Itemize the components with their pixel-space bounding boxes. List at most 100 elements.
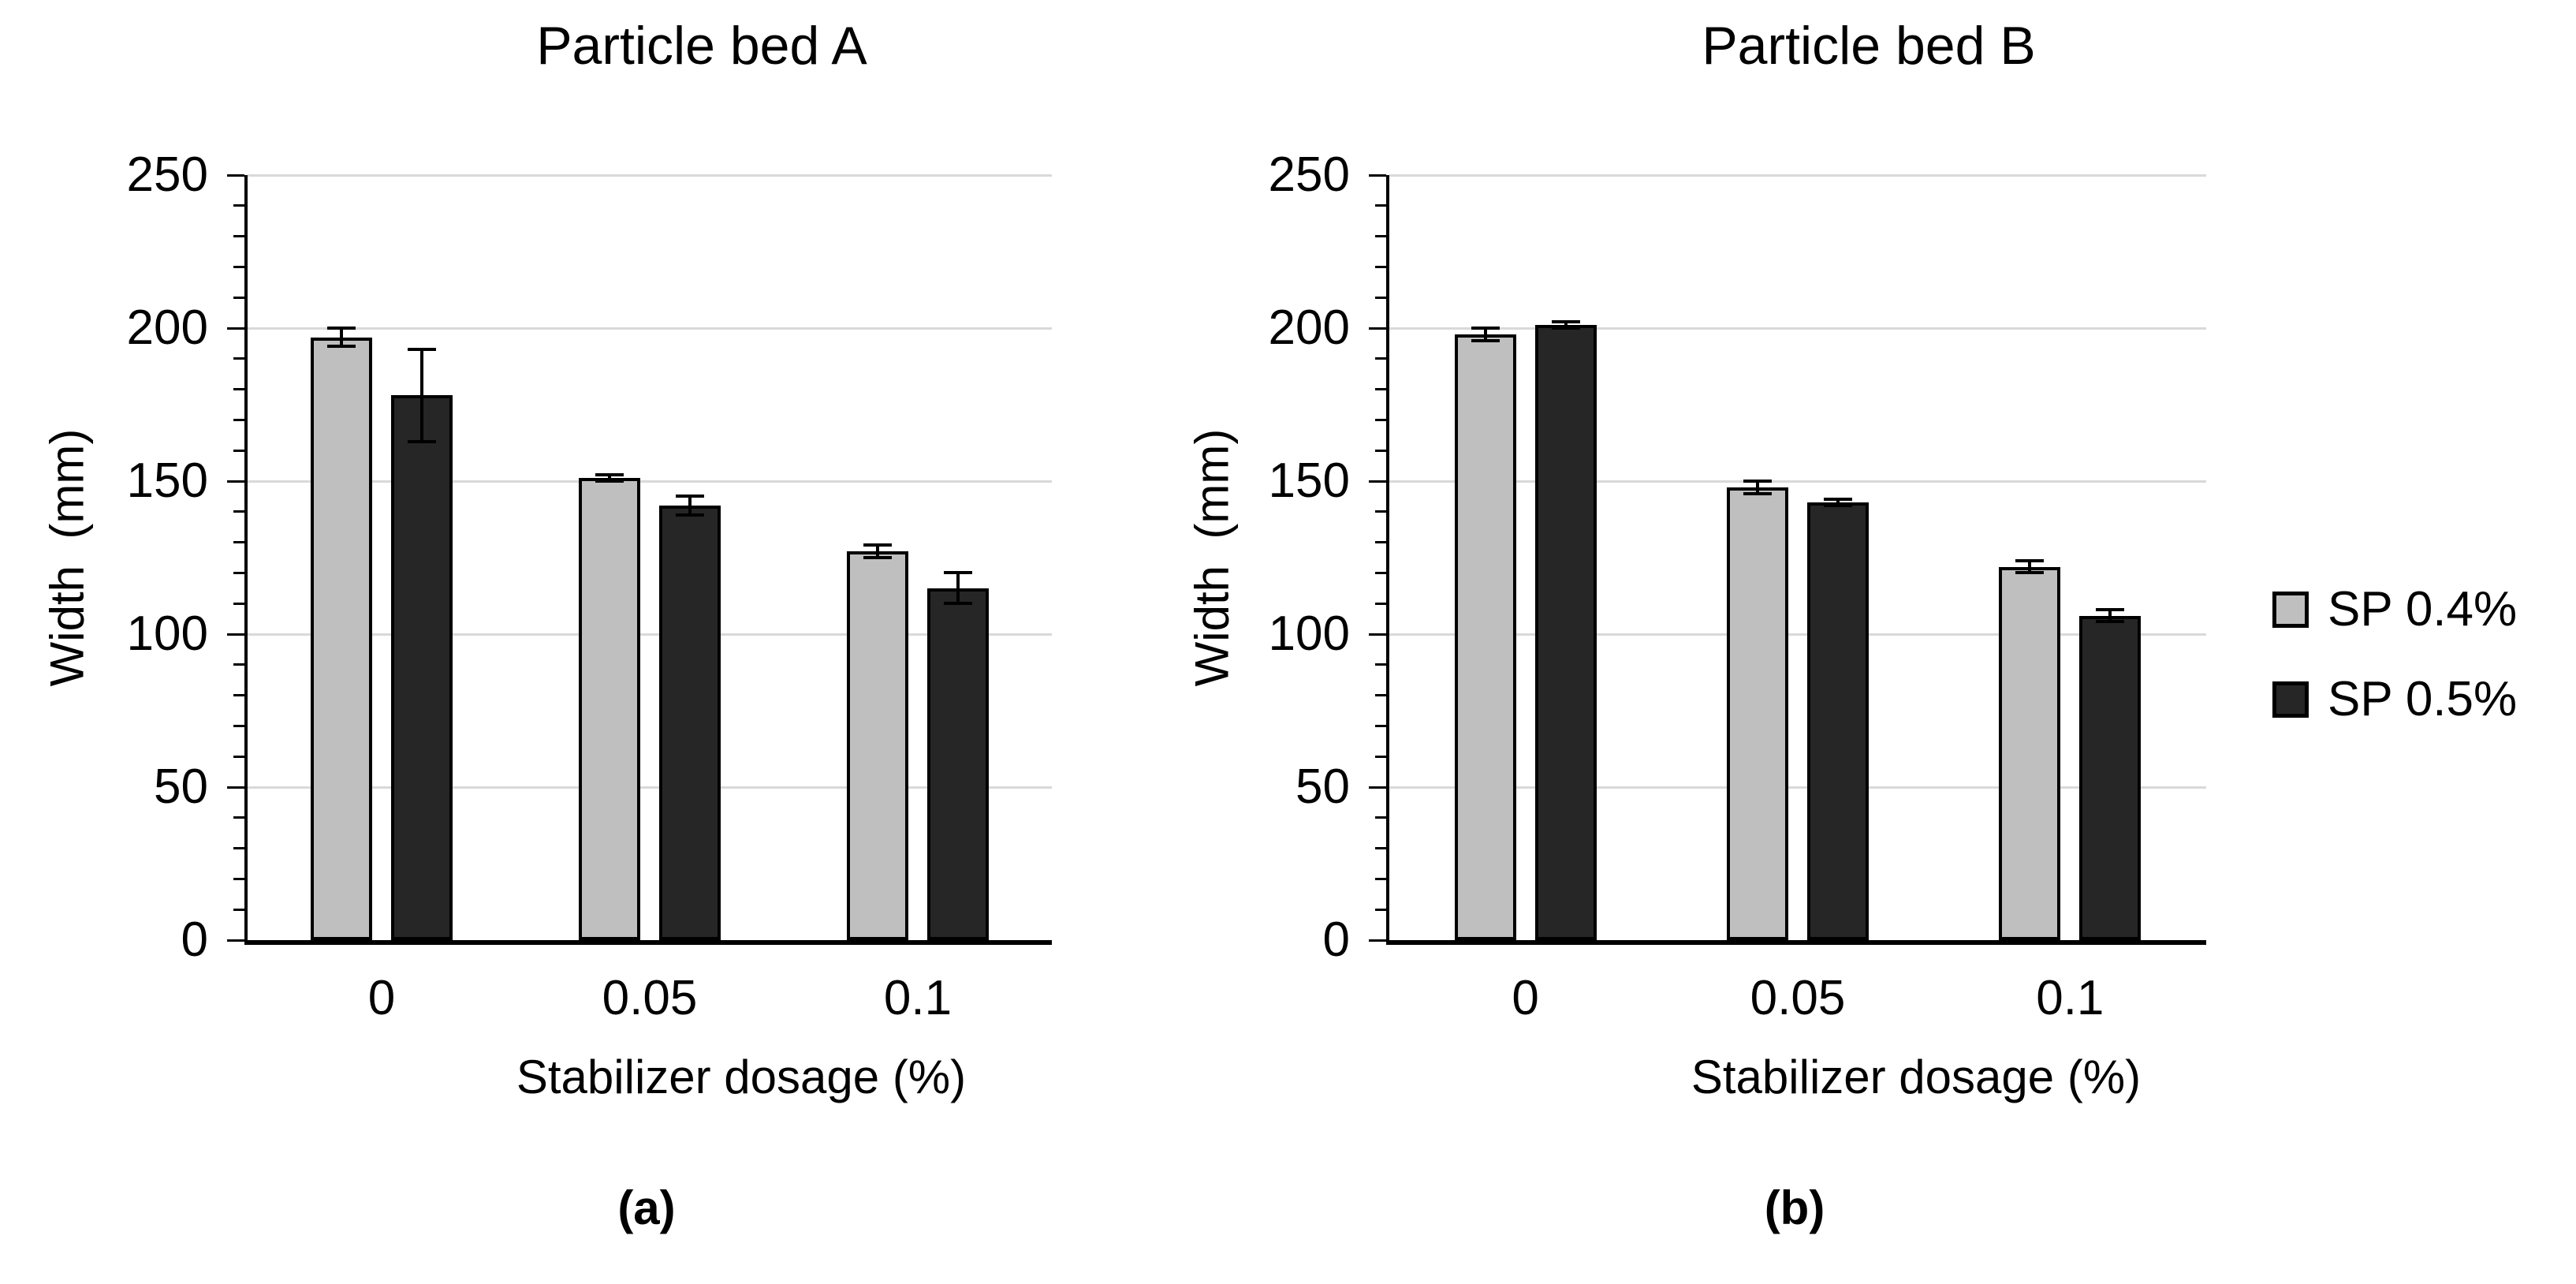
legend-label-sp-0-5: SP 0.5% <box>2328 672 2518 726</box>
chart-b-plot-area: 0 50 100 150 200 250 0 0.05 0.1 <box>1269 148 2206 1025</box>
bar <box>847 551 908 940</box>
error-bar-cap <box>863 556 892 559</box>
y-tick <box>233 663 244 666</box>
y-tick <box>1369 939 1386 942</box>
y-tick <box>1369 174 1386 177</box>
gridline <box>248 174 1052 177</box>
y-tick-label: 0 <box>181 913 208 967</box>
error-bar-cap <box>1743 480 1772 483</box>
y-tick-label: 200 <box>126 300 208 355</box>
gridline <box>1389 633 2206 636</box>
bar <box>2079 615 2142 940</box>
bar <box>1454 334 1516 940</box>
bar <box>1727 487 1788 940</box>
gridline <box>1389 327 2206 330</box>
y-tick <box>233 449 244 452</box>
y-tick <box>233 908 244 911</box>
y-tick <box>233 204 244 207</box>
chart-a-title: Particle bed A <box>536 16 867 76</box>
error-bar <box>340 328 343 347</box>
bar <box>311 337 372 940</box>
error-bar-cap <box>863 543 892 547</box>
y-tick <box>233 357 244 360</box>
error-bar-cap <box>1551 327 1580 330</box>
y-tick <box>233 571 244 574</box>
error-bar <box>608 475 611 481</box>
y-tick <box>233 265 244 268</box>
x-tick-label: 0 <box>367 971 396 1025</box>
y-tick <box>233 816 244 819</box>
y-tick <box>233 541 244 544</box>
y-tick <box>1375 571 1386 574</box>
y-tick <box>1375 541 1386 544</box>
y-tick <box>1375 847 1386 850</box>
error-bar-cap <box>1551 320 1580 324</box>
y-tick <box>1375 449 1386 452</box>
y-tick <box>1369 480 1386 483</box>
error-bar-cap <box>1743 491 1772 495</box>
bar <box>927 588 989 940</box>
y-tick-label: 250 <box>1268 147 1350 202</box>
gridline <box>248 480 1052 483</box>
legend-swatch-sp-0-4-icon <box>2272 592 2309 628</box>
y-tick <box>1375 418 1386 421</box>
gridline <box>248 633 1052 636</box>
y-tick-label: 0 <box>1322 913 1350 967</box>
x-tick-label: 0.05 <box>602 971 698 1025</box>
y-tick <box>1375 602 1386 605</box>
x-tick-label: 0.1 <box>883 971 952 1025</box>
bar <box>659 506 721 940</box>
y-tick <box>233 877 244 880</box>
error-bar-cap <box>2096 620 2125 624</box>
y-tick <box>233 296 244 299</box>
x-tick-label: 0 <box>1512 971 1539 1025</box>
error-bar <box>420 349 423 442</box>
x-tick-label: 0.1 <box>2036 971 2104 1025</box>
error-bar-cap <box>944 571 972 575</box>
chart-b-x-axis-label: Stabilizer dosage (%) <box>1691 1051 2142 1103</box>
y-tick <box>233 510 244 513</box>
y-tick-label: 150 <box>126 454 208 508</box>
bar <box>579 478 640 940</box>
error-bar <box>1564 322 1568 328</box>
y-tick <box>233 847 244 850</box>
error-bar-cap <box>944 602 972 606</box>
y-tick <box>233 694 244 697</box>
y-tick <box>227 174 244 177</box>
error-bar-cap <box>2096 607 2125 611</box>
y-tick <box>227 480 244 483</box>
y-tick <box>1375 877 1386 880</box>
chart-a-x-axis-label: Stabilizer dosage (%) <box>516 1051 967 1103</box>
y-tick <box>227 327 244 330</box>
y-tick-label: 100 <box>1268 607 1350 661</box>
y-tick <box>1369 327 1386 330</box>
y-tick-label: 100 <box>126 607 208 661</box>
y-tick <box>1375 908 1386 911</box>
error-bar-cap <box>2015 571 2045 575</box>
error-bar <box>876 545 879 558</box>
gridline <box>1389 786 2206 789</box>
y-tick <box>1375 816 1386 819</box>
y-tick <box>233 418 244 421</box>
y-tick <box>1375 235 1386 238</box>
y-tick-label: 200 <box>1268 300 1350 355</box>
y-tick-label: 50 <box>154 760 208 814</box>
error-bar-cap <box>676 495 704 498</box>
error-bar <box>956 573 960 604</box>
y-tick <box>233 602 244 605</box>
error-bar <box>1756 481 1759 494</box>
y-tick-label: 150 <box>1268 454 1350 508</box>
y-tick <box>227 786 244 789</box>
y-tick <box>1375 204 1386 207</box>
y-tick <box>233 724 244 727</box>
chart-b-y-axis-label: Width (mm) <box>1176 175 1247 940</box>
error-bar-cap <box>327 327 356 330</box>
error-bar <box>1483 328 1487 341</box>
y-tick <box>1375 724 1386 727</box>
legend-label-sp-0-4: SP 0.4% <box>2328 582 2518 636</box>
gridline <box>1389 480 2206 483</box>
chart-a-y-axis-label: Width (mm) <box>32 175 103 940</box>
y-tick <box>1375 388 1386 391</box>
y-tick <box>1375 663 1386 666</box>
legend-item-sp-0-4: SP 0.4% <box>2272 585 2517 634</box>
